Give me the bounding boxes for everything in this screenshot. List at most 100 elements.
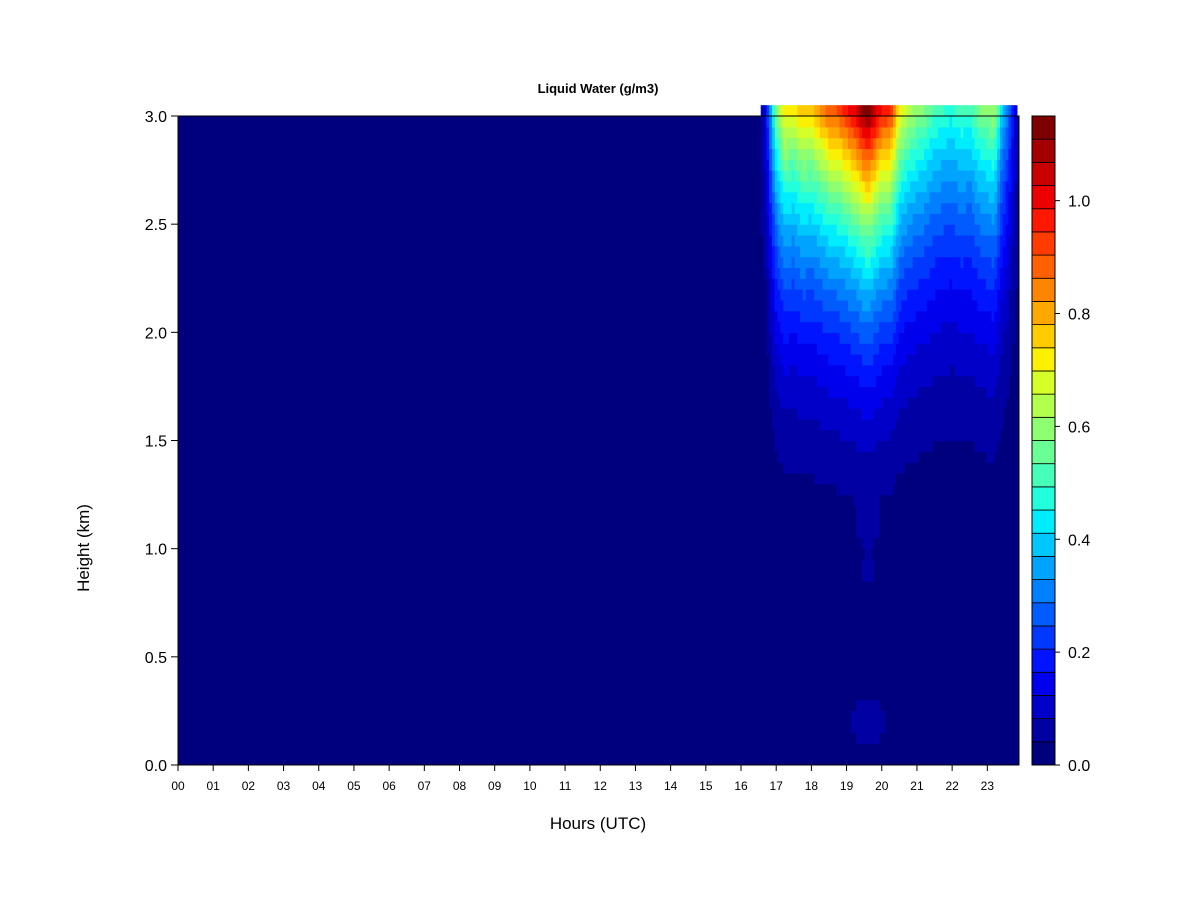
x-tick-label: 21 xyxy=(910,779,924,793)
heatmap-cell xyxy=(1014,246,1017,257)
heatmap-cell xyxy=(893,473,896,484)
colorbar-tick-label: 0.8 xyxy=(1068,307,1090,324)
x-tick-label: 17 xyxy=(770,779,784,793)
colorbar-swatch xyxy=(1032,719,1055,742)
heatmap-cell xyxy=(1006,376,1009,387)
heatmap-cell xyxy=(868,549,871,560)
heatmap-cell xyxy=(1014,170,1017,181)
chart-title: Liquid Water (g/m3) xyxy=(538,81,659,96)
heatmap-cell xyxy=(1014,224,1017,235)
colorbar-swatch xyxy=(1032,441,1055,464)
colorbar-swatch xyxy=(1032,580,1055,603)
colorbar-swatch xyxy=(1032,603,1055,626)
y-tick-label: 2.5 xyxy=(145,217,167,234)
heatmap-cell xyxy=(871,570,874,581)
heatmap-cell xyxy=(871,559,874,570)
y-tick-label: 2.0 xyxy=(145,325,167,342)
colorbar-swatch xyxy=(1032,325,1055,348)
heatmap-cell xyxy=(1008,343,1011,354)
heatmap-cell xyxy=(876,733,879,744)
y-tick-label: 3.0 xyxy=(145,109,167,126)
heatmap-cell xyxy=(1014,203,1017,214)
x-tick-label: 19 xyxy=(840,779,854,793)
heatmap-cell xyxy=(882,711,885,722)
colorbar-swatch xyxy=(1032,742,1055,765)
y-axis: 0.00.51.01.52.02.53.0 xyxy=(145,109,178,775)
colorbar-swatch xyxy=(1032,186,1055,209)
colorbar-swatch xyxy=(1032,626,1055,649)
colorbar-swatch xyxy=(1032,278,1055,301)
colorbar-swatch xyxy=(1032,162,1055,185)
heatmap-cell xyxy=(1011,311,1014,322)
x-tick-label: 12 xyxy=(594,779,608,793)
colorbar-swatch xyxy=(1032,695,1055,718)
colorbar-tick-label: 0.2 xyxy=(1068,645,1090,662)
x-tick-label: 07 xyxy=(418,779,432,793)
colorbar-swatch xyxy=(1032,209,1055,232)
heatmap-cell xyxy=(1014,257,1017,268)
x-tick-label: 20 xyxy=(875,779,889,793)
plot-area xyxy=(178,105,1019,765)
colorbar-swatch xyxy=(1032,510,1055,533)
heatmap-cell xyxy=(1008,365,1011,376)
heatmap-cell xyxy=(1014,138,1017,149)
colorbar-swatch xyxy=(1032,232,1055,255)
heatmap-cell xyxy=(994,441,997,452)
x-tick-label: 00 xyxy=(171,779,185,793)
heatmap-cell xyxy=(1014,278,1017,289)
colorbar-swatch xyxy=(1032,394,1055,417)
x-axis: 00 01 02 03 04 05 06 07 08 09 10 11 12 13 14 15 16 17 18 19… xyxy=(171,765,994,793)
colorbar-swatch xyxy=(1032,139,1055,162)
heatmap-cell xyxy=(1014,159,1017,170)
heatmap-cell xyxy=(890,484,893,495)
heatmap-cell xyxy=(1006,386,1009,397)
heatmap-cell xyxy=(876,527,879,538)
x-tick-label: 14 xyxy=(664,779,678,793)
heatmap-cell xyxy=(997,430,1000,441)
colorbar-tick-label: 0.4 xyxy=(1068,532,1090,549)
x-axis-label: Hours (UTC) xyxy=(550,814,646,833)
heatmap-cell xyxy=(1011,322,1014,333)
colorbar-tick-label: 0.0 xyxy=(1068,758,1090,775)
heatmap-cell xyxy=(876,495,879,506)
x-tick-label: 18 xyxy=(805,779,819,793)
colorbar-swatch xyxy=(1032,371,1055,394)
heatmap-cell xyxy=(1014,148,1017,159)
heatmap-cell xyxy=(930,441,933,452)
heatmap-cell xyxy=(901,462,904,473)
colorbar-tick-label: 0.6 xyxy=(1068,419,1090,436)
heatmap-cell xyxy=(1014,116,1017,127)
x-tick-label: 22 xyxy=(945,779,959,793)
heatmap-cell xyxy=(1014,235,1017,246)
heatmap-cell xyxy=(871,538,874,549)
heatmap-cell xyxy=(1014,192,1017,203)
colorbar-swatch xyxy=(1032,417,1055,440)
x-tick-label: 01 xyxy=(207,779,221,793)
heatmap-cell xyxy=(876,505,879,516)
heatmap-cell xyxy=(1014,213,1017,224)
heatmap-cell xyxy=(1000,408,1003,419)
x-tick-label: 05 xyxy=(347,779,361,793)
colorbar-swatch xyxy=(1032,301,1055,324)
heatmap-cell xyxy=(1011,332,1014,343)
x-tick-label: 13 xyxy=(629,779,643,793)
x-tick-label: 02 xyxy=(242,779,256,793)
y-axis-label: Height (km) xyxy=(74,504,93,592)
colorbar-swatch xyxy=(1032,255,1055,278)
y-tick-label: 0.5 xyxy=(145,650,167,667)
x-tick-label: 11 xyxy=(559,779,572,793)
y-tick-label: 1.0 xyxy=(145,542,167,559)
x-tick-label: 10 xyxy=(523,779,537,793)
y-tick-label: 0.0 xyxy=(145,758,167,775)
x-tick-label: 09 xyxy=(488,779,502,793)
colorbar-swatch xyxy=(1032,672,1055,695)
heatmap-cell xyxy=(1014,181,1017,192)
x-tick-label: 15 xyxy=(699,779,713,793)
heatmap-cell xyxy=(916,451,919,462)
heatmap-cell xyxy=(876,700,879,711)
colorbar-swatch xyxy=(1032,116,1055,139)
heatmap-cell xyxy=(1008,354,1011,365)
x-tick-label: 03 xyxy=(277,779,291,793)
heatmap-cell xyxy=(882,722,885,733)
